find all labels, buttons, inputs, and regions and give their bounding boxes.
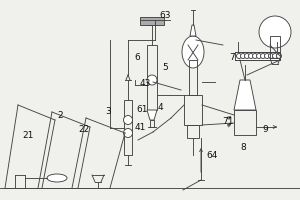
Polygon shape xyxy=(190,25,196,36)
Text: 71: 71 xyxy=(222,117,234,127)
Circle shape xyxy=(124,116,133,124)
Bar xyxy=(140,17,164,25)
Circle shape xyxy=(256,53,262,58)
Text: 2: 2 xyxy=(57,112,63,120)
Ellipse shape xyxy=(182,36,204,68)
Bar xyxy=(234,110,256,135)
Text: 6: 6 xyxy=(134,53,140,62)
Circle shape xyxy=(272,53,278,58)
Bar xyxy=(187,125,199,138)
Polygon shape xyxy=(147,110,157,120)
Text: 8: 8 xyxy=(240,144,246,152)
Circle shape xyxy=(241,53,245,58)
Bar xyxy=(235,52,280,60)
Circle shape xyxy=(260,53,266,58)
Bar xyxy=(147,45,157,110)
Text: 5: 5 xyxy=(162,64,168,72)
Circle shape xyxy=(259,16,291,48)
Circle shape xyxy=(277,53,281,58)
Circle shape xyxy=(124,129,133,138)
Text: 7: 7 xyxy=(229,53,235,62)
Text: 3: 3 xyxy=(105,108,111,116)
Circle shape xyxy=(248,53,253,58)
Text: 61: 61 xyxy=(136,106,148,114)
Text: 21: 21 xyxy=(22,130,34,140)
Polygon shape xyxy=(234,80,256,110)
Circle shape xyxy=(147,75,157,85)
Text: 41: 41 xyxy=(134,123,146,132)
Circle shape xyxy=(253,53,257,58)
Ellipse shape xyxy=(47,174,67,182)
Bar xyxy=(124,100,132,155)
Bar xyxy=(150,120,154,127)
Text: 22: 22 xyxy=(78,126,90,134)
Bar xyxy=(270,36,280,58)
Bar xyxy=(189,60,197,95)
Bar xyxy=(184,95,202,125)
Circle shape xyxy=(265,53,269,58)
Circle shape xyxy=(244,53,250,58)
Text: 4: 4 xyxy=(157,104,163,112)
Circle shape xyxy=(268,53,274,58)
Text: 43: 43 xyxy=(139,78,151,88)
Text: 9: 9 xyxy=(262,126,268,134)
Circle shape xyxy=(236,53,242,58)
Text: 63: 63 xyxy=(159,11,171,21)
Text: 64: 64 xyxy=(206,150,218,160)
